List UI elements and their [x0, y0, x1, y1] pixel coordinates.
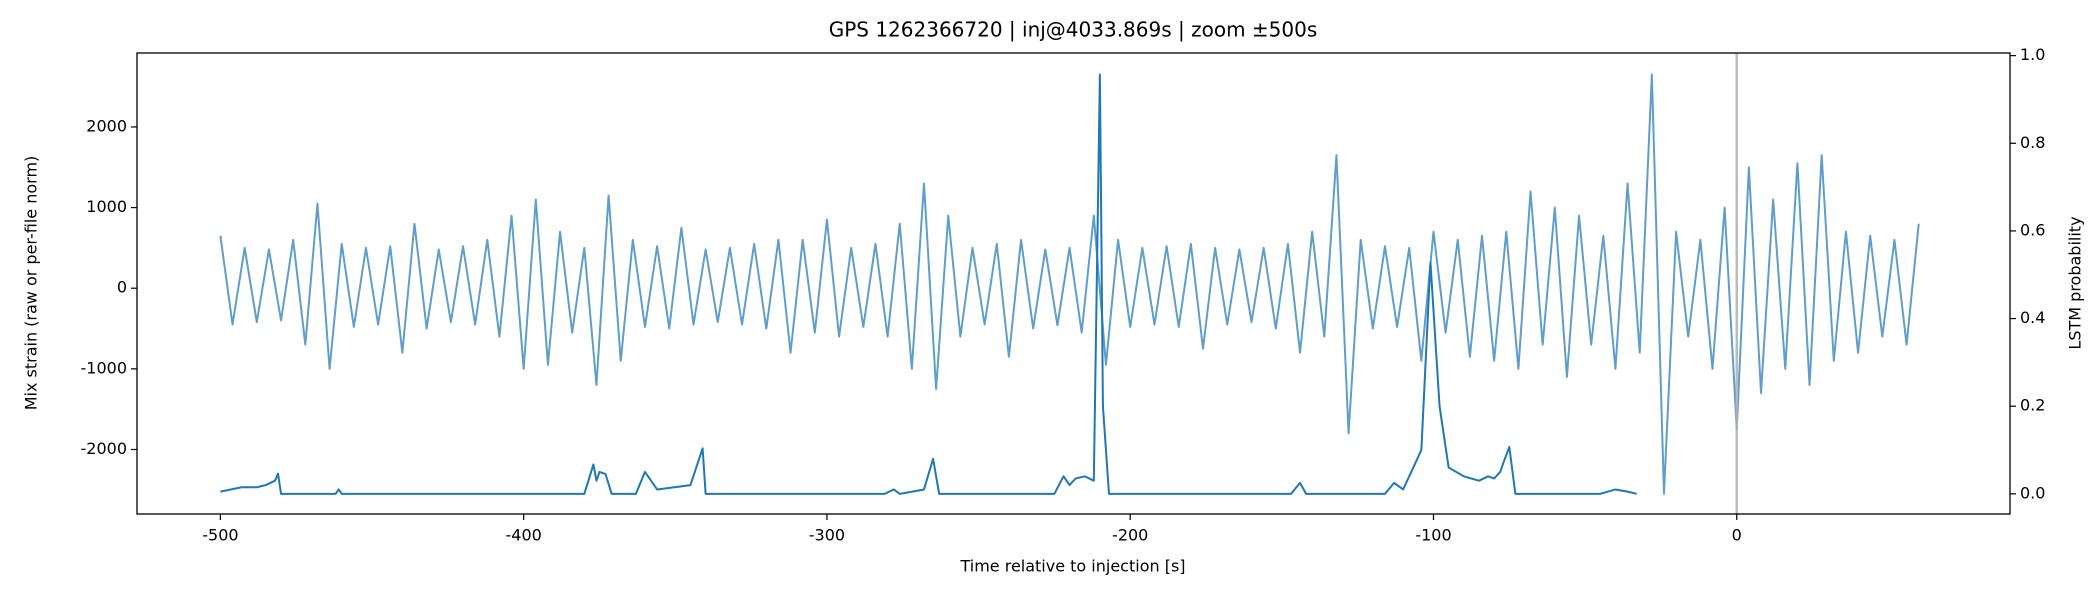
x-tick-label: 0 [1732, 526, 1742, 545]
y2-tick-label: 0.2 [2020, 396, 2045, 415]
y-tick-label: 1000 [86, 197, 127, 216]
y2-axis-label: LSTM probability [2066, 216, 2085, 349]
y-tick-label: 2000 [86, 116, 127, 135]
x-tick-label: -400 [506, 526, 542, 545]
x-axis-label: Time relative to injection [s] [959, 557, 1185, 576]
y-tick-label: -1000 [81, 358, 128, 377]
y2-tick-label: 0.8 [2020, 133, 2045, 152]
y-axis-label: Mix strain (raw or per-file norm) [22, 156, 41, 411]
y-tick-label: -2000 [81, 439, 128, 458]
y2-tick-label: 0.6 [2020, 220, 2045, 239]
y-tick-label: 0 [117, 278, 127, 297]
x-tick-label: -200 [1112, 526, 1148, 545]
chart-title: GPS 1262366720 | inj@4033.869s | zoom ±5… [829, 18, 1318, 42]
y2-tick-label: 1.0 [2020, 45, 2045, 64]
x-tick-label: -100 [1415, 526, 1451, 545]
series-line [219, 73, 1920, 495]
axes-frame [136, 52, 2011, 515]
plot-area [219, 53, 1920, 514]
x-tick-label: -500 [202, 526, 238, 545]
series-line [220, 73, 1637, 495]
x-tick-label: -300 [809, 526, 845, 545]
y2-tick-label: 0.4 [2020, 308, 2045, 327]
y2-tick-label: 0.0 [2020, 483, 2045, 502]
